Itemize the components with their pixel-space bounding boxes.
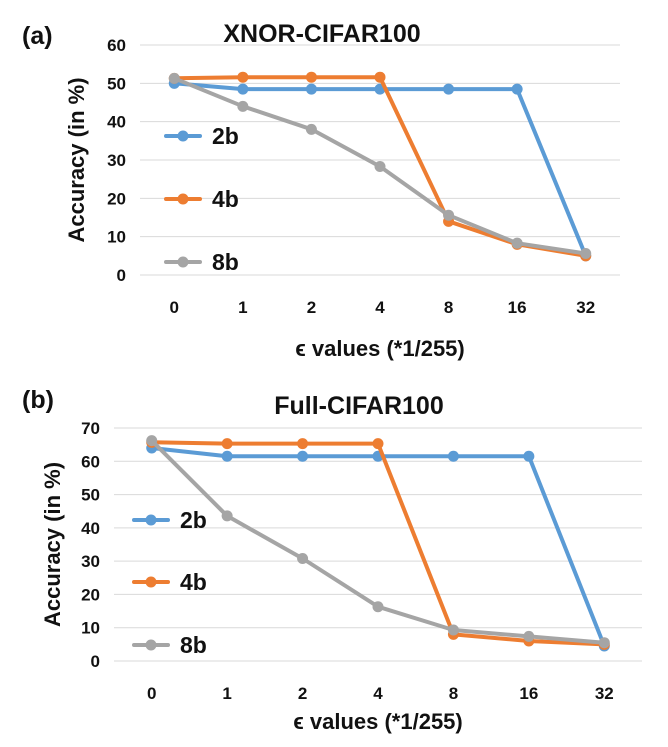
legend-item-8b: 8b <box>132 632 207 658</box>
y-tick-label: 40 <box>81 519 100 538</box>
legend-swatch-marker <box>177 130 189 142</box>
data-point-4b <box>297 438 309 450</box>
data-point-8b <box>146 435 158 447</box>
x-tick-label: 2 <box>298 684 307 703</box>
data-point-8b <box>580 248 592 260</box>
data-point-2b <box>511 83 523 95</box>
y-tick-label: 50 <box>107 74 126 93</box>
chart-panel-a: (a) XNOR-CIFAR100 0 10 20 30 40 50 60 0 1 2 4 8 16 32 ϵ … <box>22 20 620 361</box>
y-axis-title: Accuracy (in %) <box>40 462 65 627</box>
x-tick-label: 0 <box>147 684 156 703</box>
y-tick-label: 0 <box>91 652 100 671</box>
data-point-8b <box>305 123 317 135</box>
y-tick-label: 10 <box>107 228 126 247</box>
data-point-2b <box>305 83 317 95</box>
legend-swatch-marker <box>145 514 157 526</box>
x-axis-title: ϵ values (*1/255) <box>293 709 463 734</box>
legend-label: 4b <box>180 569 207 595</box>
panel-label: (a) <box>22 22 53 50</box>
legend-label: 8b <box>180 632 207 658</box>
y-tick-label: 30 <box>107 151 126 170</box>
y-tick-label: 40 <box>107 113 126 132</box>
legend-item-2b: 2b <box>132 507 207 533</box>
x-tick-label: 16 <box>519 684 538 703</box>
y-tick-label: 70 <box>81 419 100 438</box>
legend-item-4b: 4b <box>164 186 239 212</box>
legend-swatch-marker <box>177 193 189 205</box>
data-point-2b <box>523 450 535 462</box>
y-axis-title: Accuracy (in %) <box>64 77 89 242</box>
data-point-4b <box>372 438 384 450</box>
chart-panel-b: (b) Full-CIFAR100 0 10 20 30 40 50 60 70 0 1 2 4 8 16 32… <box>22 386 642 734</box>
series-8b <box>146 435 610 649</box>
data-point-8b <box>168 72 180 84</box>
y-tick-label: 30 <box>81 552 100 571</box>
data-point-2b <box>237 83 249 95</box>
series-8b <box>168 72 592 260</box>
chart-title: XNOR-CIFAR100 <box>223 20 420 48</box>
y-tick-label: 60 <box>81 452 100 471</box>
series-2b <box>146 442 610 652</box>
x-tick-label: 1 <box>238 298 247 317</box>
x-tick-label: 4 <box>373 684 383 703</box>
x-tick-label: 2 <box>307 298 316 317</box>
data-point-4b <box>374 71 386 83</box>
panel-label: (b) <box>22 386 54 414</box>
data-point-8b <box>447 624 459 636</box>
data-point-8b <box>523 630 535 642</box>
x-axis-title: ϵ values (*1/255) <box>295 336 465 361</box>
legend-label: 2b <box>212 123 239 149</box>
x-tick-label: 8 <box>449 684 458 703</box>
data-point-8b <box>598 637 610 649</box>
x-tick-label: 0 <box>170 298 179 317</box>
data-point-4b <box>221 438 233 450</box>
x-tick-label: 8 <box>444 298 453 317</box>
data-point-8b <box>237 100 249 112</box>
legend-item-8b: 8b <box>164 249 239 275</box>
data-point-8b <box>297 552 309 564</box>
data-point-8b <box>511 237 523 249</box>
y-tick-label: 20 <box>107 189 126 208</box>
chart-title: Full-CIFAR100 <box>274 392 443 420</box>
data-point-2b <box>221 450 233 462</box>
data-point-4b <box>305 71 317 83</box>
series-4b <box>146 436 610 650</box>
data-point-8b <box>372 601 384 613</box>
data-point-2b <box>447 450 459 462</box>
legend-item-2b: 2b <box>164 123 239 149</box>
data-point-4b <box>237 71 249 83</box>
legend-swatch-marker <box>177 256 189 268</box>
series-line-2b <box>149 446 607 648</box>
legend-label: 2b <box>180 507 207 533</box>
y-tick-label: 20 <box>81 585 100 604</box>
y-tick-label: 0 <box>117 266 126 285</box>
data-point-2b <box>443 83 455 95</box>
legend-label: 8b <box>212 249 239 275</box>
data-point-8b <box>221 510 233 522</box>
data-point-8b <box>443 209 455 221</box>
legend-swatch-marker <box>145 576 157 588</box>
x-tick-label: 1 <box>222 684 231 703</box>
x-tick-label: 32 <box>576 298 595 317</box>
legend-swatch-marker <box>145 639 157 651</box>
x-tick-label: 32 <box>595 684 614 703</box>
x-tick-label: 16 <box>508 298 527 317</box>
y-tick-label: 50 <box>81 486 100 505</box>
y-tick-label: 60 <box>107 36 126 55</box>
y-tick-label: 10 <box>81 619 100 638</box>
legend-item-4b: 4b <box>132 569 207 595</box>
data-point-2b <box>297 450 309 462</box>
data-point-8b <box>374 161 386 173</box>
x-tick-label: 4 <box>375 298 385 317</box>
legend-label: 4b <box>212 186 239 212</box>
